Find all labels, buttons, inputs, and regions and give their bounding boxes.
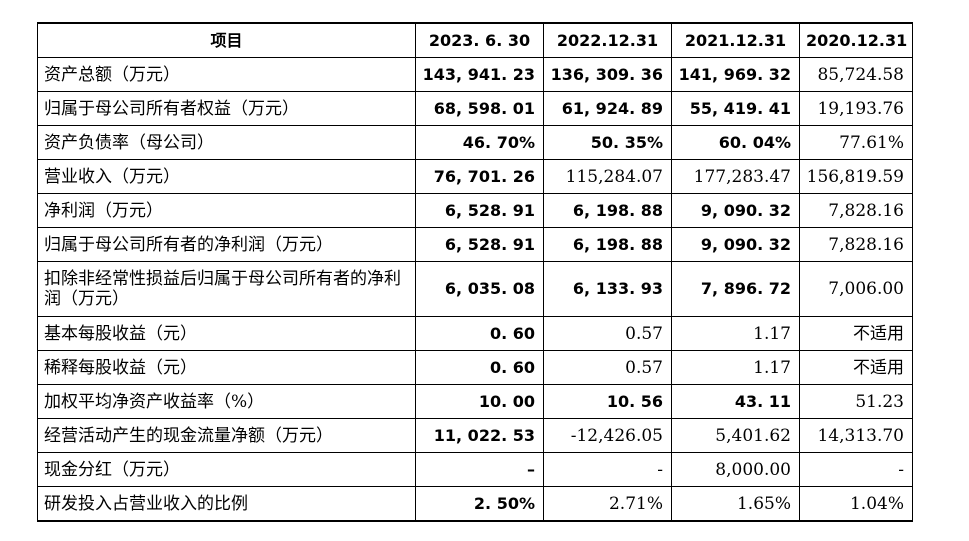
cell-value: 85,724.58 xyxy=(799,57,913,92)
table-row: 基本每股收益（元） 0. 60 0.57 1.17 不适用 xyxy=(37,316,913,351)
row-label: 资产负债率（母公司） xyxy=(37,125,416,160)
row-label: 研发投入占营业收入的比例 xyxy=(37,486,416,522)
cell-value: 不适用 xyxy=(799,350,913,385)
cell-value: 5,401.62 xyxy=(671,418,800,453)
cell-value: – xyxy=(415,452,544,487)
cell-value: 7, 896. 72 xyxy=(671,261,800,317)
cell-value: 76, 701. 26 xyxy=(415,159,544,194)
cell-value: 77.61% xyxy=(799,125,913,160)
cell-value: 8,000.00 xyxy=(671,452,800,487)
cell-value: 9, 090. 32 xyxy=(671,227,800,262)
cell-value: 141, 969. 32 xyxy=(671,57,800,92)
cell-value: 55, 419. 41 xyxy=(671,91,800,126)
header-2020-12-31: 2020.12.31 xyxy=(799,22,913,58)
cell-value: 2. 50% xyxy=(415,486,544,522)
table-row: 加权平均净资产收益率（%） 10. 00 10. 56 43. 11 51.23 xyxy=(37,384,913,419)
cell-value: 6, 035. 08 xyxy=(415,261,544,317)
cell-value: 1.04% xyxy=(799,486,913,522)
cell-value: 1.17 xyxy=(671,316,800,351)
row-label: 净利润（万元） xyxy=(37,193,416,228)
cell-value: 9, 090. 32 xyxy=(671,193,800,228)
cell-value: 6, 528. 91 xyxy=(415,227,544,262)
cell-value: 61, 924. 89 xyxy=(543,91,672,126)
cell-value: 7,006.00 xyxy=(799,261,913,317)
row-label: 扣除非经常性损益后归属于母公司所有者的净利润（万元） xyxy=(37,261,416,317)
cell-value: 6, 198. 88 xyxy=(543,193,672,228)
table-row: 资产负债率（母公司） 46. 70% 50. 35% 60. 04% 77.61… xyxy=(37,125,913,160)
cell-value: 14,313.70 xyxy=(799,418,913,453)
table-row: 经营活动产生的现金流量净额（万元） 11, 022. 53 -12,426.05… xyxy=(37,418,913,453)
cell-value: 1.17 xyxy=(671,350,800,385)
row-label: 稀释每股收益（元） xyxy=(37,350,416,385)
table-row: 现金分红（万元） – - 8,000.00 - xyxy=(37,452,913,487)
cell-value: 177,283.47 xyxy=(671,159,800,194)
table-row: 稀释每股收益（元） 0. 60 0.57 1.17 不适用 xyxy=(37,350,913,385)
cell-value: 50. 35% xyxy=(543,125,672,160)
financial-summary-table: 项目 2023. 6. 30 2022.12.31 2021.12.31 202… xyxy=(37,22,913,522)
cell-value: - xyxy=(799,452,913,487)
cell-value: 6, 528. 91 xyxy=(415,193,544,228)
cell-value: 7,828.16 xyxy=(799,227,913,262)
cell-value: 136, 309. 36 xyxy=(543,57,672,92)
table-row: 净利润（万元） 6, 528. 91 6, 198. 88 9, 090. 32… xyxy=(37,193,913,228)
cell-value: 60. 04% xyxy=(671,125,800,160)
header-2023-06-30: 2023. 6. 30 xyxy=(415,22,544,58)
cell-value: 10. 00 xyxy=(415,384,544,419)
table-row: 归属于母公司所有者的净利润（万元） 6, 528. 91 6, 198. 88 … xyxy=(37,227,913,262)
cell-value: 143, 941. 23 xyxy=(415,57,544,92)
cell-value: 7,828.16 xyxy=(799,193,913,228)
row-label: 营业收入（万元） xyxy=(37,159,416,194)
header-row: 项目 2023. 6. 30 2022.12.31 2021.12.31 202… xyxy=(37,22,913,58)
cell-value: 6, 198. 88 xyxy=(543,227,672,262)
cell-value: 51.23 xyxy=(799,384,913,419)
cell-value: 46. 70% xyxy=(415,125,544,160)
table-row: 研发投入占营业收入的比例 2. 50% 2.71% 1.65% 1.04% xyxy=(37,486,913,522)
row-label: 基本每股收益（元） xyxy=(37,316,416,351)
row-label: 资产总额（万元） xyxy=(37,57,416,92)
table-row: 扣除非经常性损益后归属于母公司所有者的净利润（万元） 6, 035. 08 6,… xyxy=(37,261,913,317)
cell-value: 1.65% xyxy=(671,486,800,522)
cell-value: 0. 60 xyxy=(415,316,544,351)
row-label: 经营活动产生的现金流量净额（万元） xyxy=(37,418,416,453)
cell-value: 115,284.07 xyxy=(543,159,672,194)
cell-value: -12,426.05 xyxy=(543,418,672,453)
cell-value: 11, 022. 53 xyxy=(415,418,544,453)
row-label: 归属于母公司所有者的净利润（万元） xyxy=(37,227,416,262)
header-2022-12-31: 2022.12.31 xyxy=(543,22,672,58)
cell-value: 43. 11 xyxy=(671,384,800,419)
header-item: 项目 xyxy=(37,22,416,58)
cell-value: - xyxy=(543,452,672,487)
cell-value: 156,819.59 xyxy=(799,159,913,194)
cell-value: 0.57 xyxy=(543,316,672,351)
row-label: 归属于母公司所有者权益（万元） xyxy=(37,91,416,126)
table-row: 营业收入（万元） 76, 701. 26 115,284.07 177,283.… xyxy=(37,159,913,194)
table-row: 资产总额（万元） 143, 941. 23 136, 309. 36 141, … xyxy=(37,57,913,92)
cell-value: 6, 133. 93 xyxy=(543,261,672,317)
cell-value: 0. 60 xyxy=(415,350,544,385)
cell-value: 10. 56 xyxy=(543,384,672,419)
table-row: 归属于母公司所有者权益（万元） 68, 598. 01 61, 924. 89 … xyxy=(37,91,913,126)
cell-value: 19,193.76 xyxy=(799,91,913,126)
cell-value: 0.57 xyxy=(543,350,672,385)
cell-value: 68, 598. 01 xyxy=(415,91,544,126)
row-label: 加权平均净资产收益率（%） xyxy=(37,384,416,419)
header-2021-12-31: 2021.12.31 xyxy=(671,22,800,58)
cell-value: 2.71% xyxy=(543,486,672,522)
cell-value: 不适用 xyxy=(799,316,913,351)
row-label: 现金分红（万元） xyxy=(37,452,416,487)
